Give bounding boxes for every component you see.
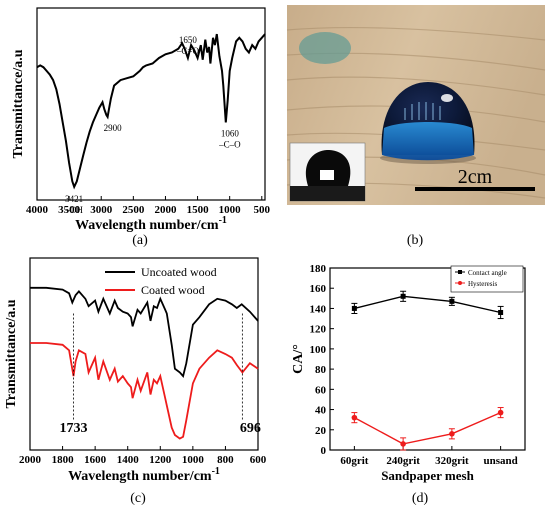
peak-label: 1650 [179, 35, 198, 45]
series-line-uncoated [30, 286, 259, 378]
peak-label: 2900 [104, 123, 123, 133]
x-tick-label: 1600 [84, 454, 107, 466]
y-tick-label: 160 [310, 283, 327, 295]
data-point [400, 441, 406, 447]
x-tick-label: 1800 [52, 454, 75, 466]
peak-label: 1733 [59, 421, 87, 436]
data-point [498, 309, 504, 315]
x-tick-label: 2500 [122, 204, 145, 216]
x-tick-label: 2000 [19, 454, 42, 466]
y-tick-label: 60 [315, 384, 327, 396]
x-tick-label: 3000 [90, 204, 113, 216]
x-tick-label: 800 [217, 454, 234, 466]
legend-label: Contact angle [468, 269, 507, 277]
x-tick-label: 4000 [26, 204, 49, 216]
panel-b-droplet-photo: 2cm [286, 5, 546, 205]
legend-box [450, 265, 524, 293]
plot-frame [36, 7, 266, 201]
panel-label-c: (c) [130, 491, 146, 506]
peak-label: 1060 [221, 128, 240, 138]
stain-spot [299, 32, 351, 64]
data-point [351, 414, 358, 421]
y-tick-label: 180 [310, 263, 327, 275]
x-tick-label: unsand [483, 455, 517, 467]
x-tick-label: 1400 [117, 454, 140, 466]
series-line-coated [30, 342, 259, 440]
data-point [497, 409, 504, 416]
panel-label-b: (b) [407, 233, 424, 248]
x-tick-label: 600 [250, 454, 267, 466]
y-tick-label: 80 [315, 364, 327, 376]
x-tick-label: 3500 [58, 204, 81, 216]
x-tick-label: 1500 [187, 204, 210, 216]
peak-label: 696 [240, 421, 261, 436]
y-tick-label: 120 [310, 324, 327, 336]
peak-group-label: –C=O [176, 46, 200, 56]
x-tick-label: 1200 [149, 454, 172, 466]
y-tick-label: 0 [321, 445, 327, 457]
x-tick-label: 2000 [154, 204, 177, 216]
x-axis-label: Wavelength number/cm-1 [75, 215, 227, 233]
peak-group-label: –C–O [218, 139, 241, 149]
legend-marker [458, 281, 462, 285]
y-tick-label: 40 [315, 405, 327, 417]
x-tick-label: 1000 [219, 204, 242, 216]
y-tick-label: 100 [310, 344, 327, 356]
plot-frame [29, 257, 259, 451]
series-line [354, 411, 501, 445]
data-point [449, 431, 455, 437]
legend-marker [458, 270, 462, 274]
water-droplet [380, 82, 476, 164]
x-tick-label: 500 [254, 204, 271, 216]
x-tick-label: 1000 [182, 454, 205, 466]
data-point [400, 293, 406, 299]
panel-a-ftir-chart: 4000 3500 3000 2500 2000 1500 1000 500 3421–OH 29… [11, 7, 271, 233]
y-tick-label: 20 [315, 425, 327, 437]
panel-label-d: (d) [412, 491, 429, 506]
legend-label: Coated wood [141, 283, 205, 297]
peak-label: 3421 [65, 194, 83, 204]
panel-d-contact-angle-chart: 0 20 40 60 80 100 120 140 160 180 60grit 240grit 320… [291, 263, 526, 483]
scale-bar-label: 2cm [458, 166, 493, 188]
panel-c-ftir-comparison-chart: 2000 1800 1600 1400 1200 1000 800 600 1733 696 Unc… [4, 257, 267, 484]
ftir-spectrum-line [36, 33, 266, 190]
x-tick-label: 60grit [340, 455, 368, 467]
y-tick-label: 140 [310, 303, 327, 315]
x-tick-label: 240grit [386, 455, 420, 467]
panel-label-a: (a) [132, 233, 148, 248]
data-point [449, 298, 455, 304]
data-point [351, 305, 357, 311]
scale-bar [415, 187, 535, 191]
y-axis-label: CA/° [291, 344, 306, 374]
peak-group-label: –OH [64, 205, 83, 215]
y-axis-label: Transmittance/a.u [11, 49, 26, 158]
legend-label: Hysteresis [468, 280, 497, 288]
series-line [354, 295, 501, 314]
x-axis-label: Wavelength number/cm-1 [68, 466, 220, 484]
y-axis-label: Transmittance/a.u [4, 299, 19, 408]
plot-frame [329, 267, 526, 451]
legend-label: Uncoated wood [141, 265, 217, 279]
contact-angle-inset [289, 142, 366, 202]
x-tick-label: 320grit [435, 455, 469, 467]
x-axis-label: Sandpaper mesh [381, 468, 474, 483]
